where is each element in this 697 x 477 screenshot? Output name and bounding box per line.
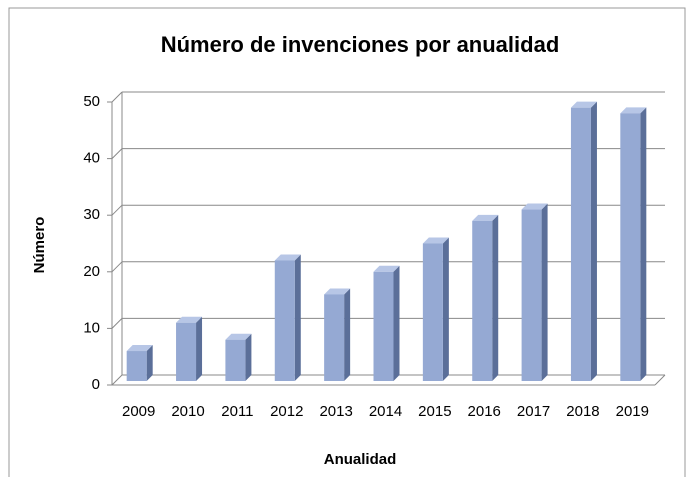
bar-top <box>225 333 252 340</box>
x-tick-label: 2015 <box>418 403 451 420</box>
grid-line <box>111 204 123 216</box>
bar-side <box>393 265 400 381</box>
bar <box>176 322 197 381</box>
bar-side <box>344 288 351 381</box>
bar-side <box>590 101 597 381</box>
chart-title: Número de invenciones por anualidad <box>161 32 560 57</box>
grid-line <box>111 318 123 329</box>
bar-top <box>126 345 153 352</box>
y-axis-title: Número <box>31 217 48 274</box>
grid-line <box>111 148 123 159</box>
bar-side <box>492 214 499 381</box>
bar-side <box>640 107 647 381</box>
x-tick-label: 2011 <box>221 403 253 420</box>
chart-frame <box>8 7 686 477</box>
bar <box>126 351 147 381</box>
floor-right <box>654 374 666 386</box>
grid-line <box>111 261 123 273</box>
grid-line <box>111 374 123 386</box>
bar-side <box>146 345 153 381</box>
x-tick-label: 2017 <box>517 403 550 420</box>
x-tick-label: 2013 <box>319 403 352 420</box>
bar <box>521 209 542 381</box>
bar <box>274 260 295 381</box>
y-tick-label: 40 <box>83 150 100 167</box>
grid-line <box>111 91 123 103</box>
x-tick-label: 2010 <box>171 403 204 420</box>
bar <box>324 294 345 381</box>
bar-top <box>472 214 499 221</box>
bar-side <box>196 316 203 381</box>
bar-side <box>245 333 252 381</box>
bar <box>472 220 493 381</box>
bar-top <box>521 203 548 210</box>
y-tick-label: 50 <box>83 93 100 110</box>
x-tick-label: 2009 <box>122 403 155 420</box>
y-tick-label: 30 <box>83 206 100 223</box>
y-tick-label: 10 <box>83 319 100 336</box>
y-tick-label: 0 <box>92 376 100 393</box>
bar <box>422 243 443 381</box>
y-tick-label: 20 <box>83 263 100 280</box>
x-tick-label: 2016 <box>468 403 501 420</box>
bar-top <box>324 288 351 295</box>
bar <box>225 339 246 381</box>
x-tick-label: 2019 <box>616 403 649 420</box>
bar-side <box>294 254 301 381</box>
x-tick-label: 2018 <box>566 403 599 420</box>
bar-top <box>373 265 400 272</box>
bar-top <box>570 101 597 108</box>
bar-side <box>541 203 548 381</box>
bar-top <box>620 107 647 114</box>
x-axis-title: Anualidad <box>324 451 397 468</box>
bar-top <box>274 254 301 261</box>
x-tick-label: 2014 <box>369 403 402 420</box>
bar-top <box>176 316 203 323</box>
x-tick-label: 2012 <box>270 403 303 420</box>
bar <box>570 107 591 381</box>
bar <box>620 113 641 381</box>
bar-top <box>422 237 449 244</box>
bar-side <box>442 237 449 381</box>
bar <box>373 271 394 381</box>
